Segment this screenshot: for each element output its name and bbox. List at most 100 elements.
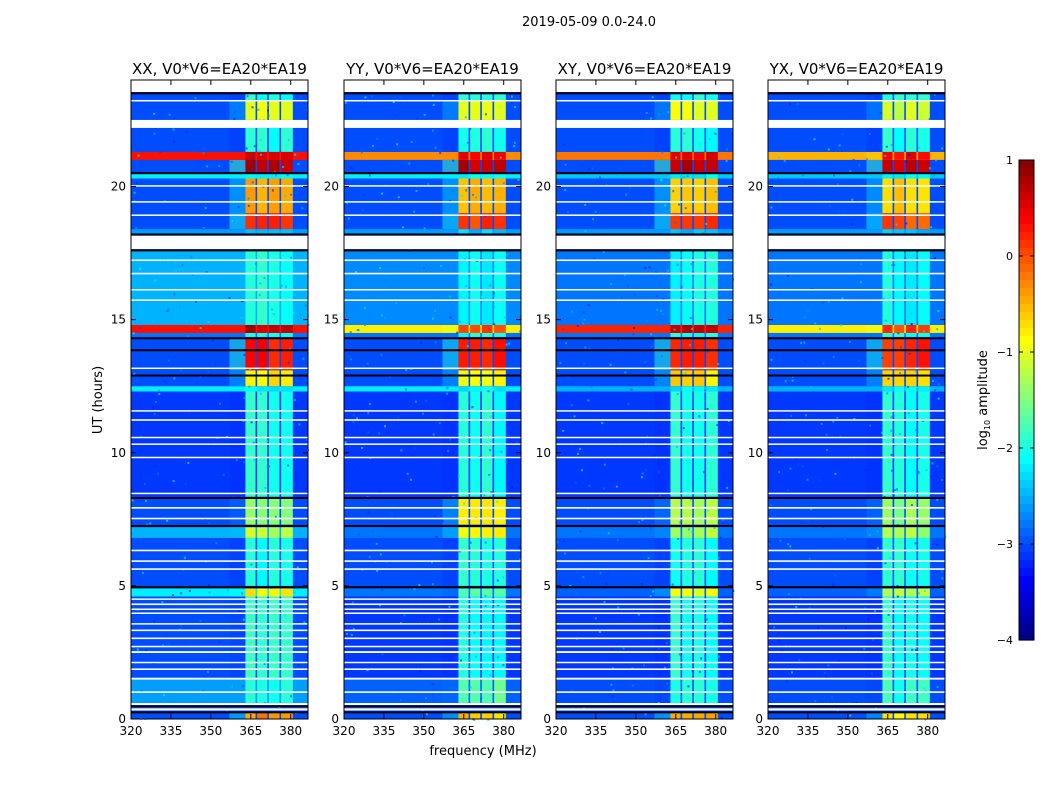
- heatmap-noise-pixel: [381, 192, 384, 195]
- heatmap-band-cell: [670, 250, 681, 325]
- heatmap-band-cell: [268, 229, 280, 235]
- heatmap-noise-pixel: [848, 340, 851, 343]
- heatmap-noise-pixel: [591, 167, 594, 170]
- heatmap-noise-pixel: [677, 537, 680, 540]
- flagged-row: [344, 603, 521, 606]
- heatmap-band-cell: [257, 151, 268, 160]
- flagged-row: [131, 668, 308, 671]
- heatmap-noise-pixel: [480, 697, 483, 700]
- heatmap-noise-pixel: [687, 685, 690, 688]
- heatmap-band-cell: [693, 527, 705, 538]
- flagged-black-row: [344, 172, 521, 175]
- heatmap-noise-pixel: [290, 256, 293, 259]
- heatmap-noise-pixel: [208, 591, 211, 594]
- heatmap-noise-pixel: [730, 129, 733, 132]
- heatmap-noise-pixel: [822, 362, 825, 365]
- colorbar-swatch: [1019, 616, 1034, 625]
- heatmap-noise-pixel: [924, 718, 927, 721]
- heatmap-band-cell: [458, 250, 469, 325]
- heatmap-noise-pixel: [678, 653, 681, 656]
- heatmap-noise-pixel: [932, 174, 935, 177]
- heatmap-noise-pixel: [854, 699, 857, 702]
- heatmap-noise-pixel: [575, 592, 578, 595]
- heatmap-noise-pixel: [890, 429, 893, 432]
- heatmap-noise-pixel: [870, 672, 873, 675]
- colorbar-swatch: [1019, 336, 1034, 345]
- heatmap-band-cell: [894, 588, 905, 597]
- heatmap-band-cell: [706, 178, 718, 214]
- colorbar-swatch: [1019, 216, 1034, 225]
- colorbar-swatch: [1019, 448, 1034, 457]
- heatmap-noise-pixel: [645, 435, 648, 438]
- heatmap-noise-pixel: [364, 96, 367, 99]
- heatmap-noise-pixel: [788, 644, 791, 647]
- heatmap-noise-pixel: [172, 128, 175, 131]
- heatmap-band-cell: [245, 324, 256, 333]
- heatmap-noise-pixel: [798, 659, 801, 662]
- flagged-row: [131, 608, 308, 611]
- heatmap-noise-pixel: [885, 145, 888, 148]
- heatmap-noise-pixel: [145, 649, 148, 652]
- heatmap-noise-pixel: [917, 471, 920, 474]
- heatmap-noise-pixel: [624, 371, 627, 374]
- heatmap-noise-pixel: [134, 143, 137, 146]
- colorbar-swatch: [1019, 360, 1034, 369]
- heatmap-band-cell: [458, 498, 469, 525]
- heatmap-band-cell: [905, 332, 917, 337]
- colorbar-swatch: [1019, 624, 1034, 633]
- heatmap-noise-pixel: [513, 145, 516, 148]
- heatmap-noise-pixel: [598, 176, 601, 179]
- flagged-row: [131, 259, 308, 262]
- heatmap-noise-pixel: [833, 174, 836, 177]
- flagged-black-row: [131, 374, 308, 377]
- heatmap-band-cell: [882, 370, 893, 387]
- heatmap-band-cell: [470, 173, 481, 179]
- heatmap-noise-pixel: [190, 255, 193, 258]
- heatmap-noise-pixel: [907, 386, 910, 389]
- heatmap-band-cell: [682, 370, 693, 387]
- heatmap-noise-pixel: [908, 352, 911, 355]
- heatmap-noise-pixel: [652, 590, 655, 593]
- heatmap-noise-pixel: [928, 167, 931, 170]
- heatmap-band-cell: [481, 338, 493, 371]
- heatmap-band-cell: [458, 229, 469, 235]
- heatmap-noise-pixel: [355, 426, 358, 429]
- heatmap-noise-pixel: [278, 266, 281, 269]
- heatmap-band-cell: [918, 588, 930, 597]
- heatmap-noise-pixel: [276, 134, 279, 137]
- heatmap-noise-pixel: [849, 714, 852, 717]
- heatmap-noise-pixel: [148, 182, 151, 185]
- heatmap-noise-pixel: [376, 137, 379, 140]
- heatmap-noise-pixel: [720, 716, 723, 719]
- panel-title: XX, V0*V6=EA20*EA19: [132, 60, 307, 78]
- heatmap-noise-pixel: [297, 663, 300, 666]
- heatmap-noise-pixel: [819, 253, 822, 256]
- heatmap-noise-pixel: [855, 701, 858, 704]
- heatmap-noise-pixel: [379, 553, 382, 556]
- heatmap-noise-pixel: [896, 595, 899, 598]
- flagged-row: [556, 410, 733, 412]
- heatmap-band-cell: [905, 213, 917, 230]
- heatmap-noise-pixel: [841, 221, 844, 224]
- heatmap-transition: [229, 101, 246, 120]
- heatmap-noise-pixel: [941, 478, 944, 481]
- heatmap-noise-pixel: [785, 680, 788, 683]
- heatmap-band-cell: [706, 679, 718, 704]
- heatmap-noise-pixel: [492, 294, 495, 297]
- heatmap-noise-pixel: [594, 210, 597, 213]
- heatmap-noise-pixel: [300, 95, 303, 98]
- heatmap-band-cell: [882, 151, 893, 160]
- flagged-black-row: [768, 337, 945, 340]
- heatmap-noise-pixel: [936, 328, 939, 331]
- heatmap-band-cell: [882, 332, 893, 337]
- heatmap-band-cell: [682, 338, 693, 371]
- heatmap-noise-pixel: [366, 362, 369, 365]
- flagged-row: [768, 289, 945, 291]
- heatmap-noise-pixel: [263, 662, 266, 665]
- heatmap-noise-pixel: [941, 147, 944, 150]
- heatmap-noise-pixel: [666, 342, 669, 345]
- flagged-black-row: [768, 92, 945, 95]
- heatmap-noise-pixel: [607, 571, 610, 574]
- panel-frame: [555, 79, 734, 720]
- heatmap-segment: [131, 229, 308, 235]
